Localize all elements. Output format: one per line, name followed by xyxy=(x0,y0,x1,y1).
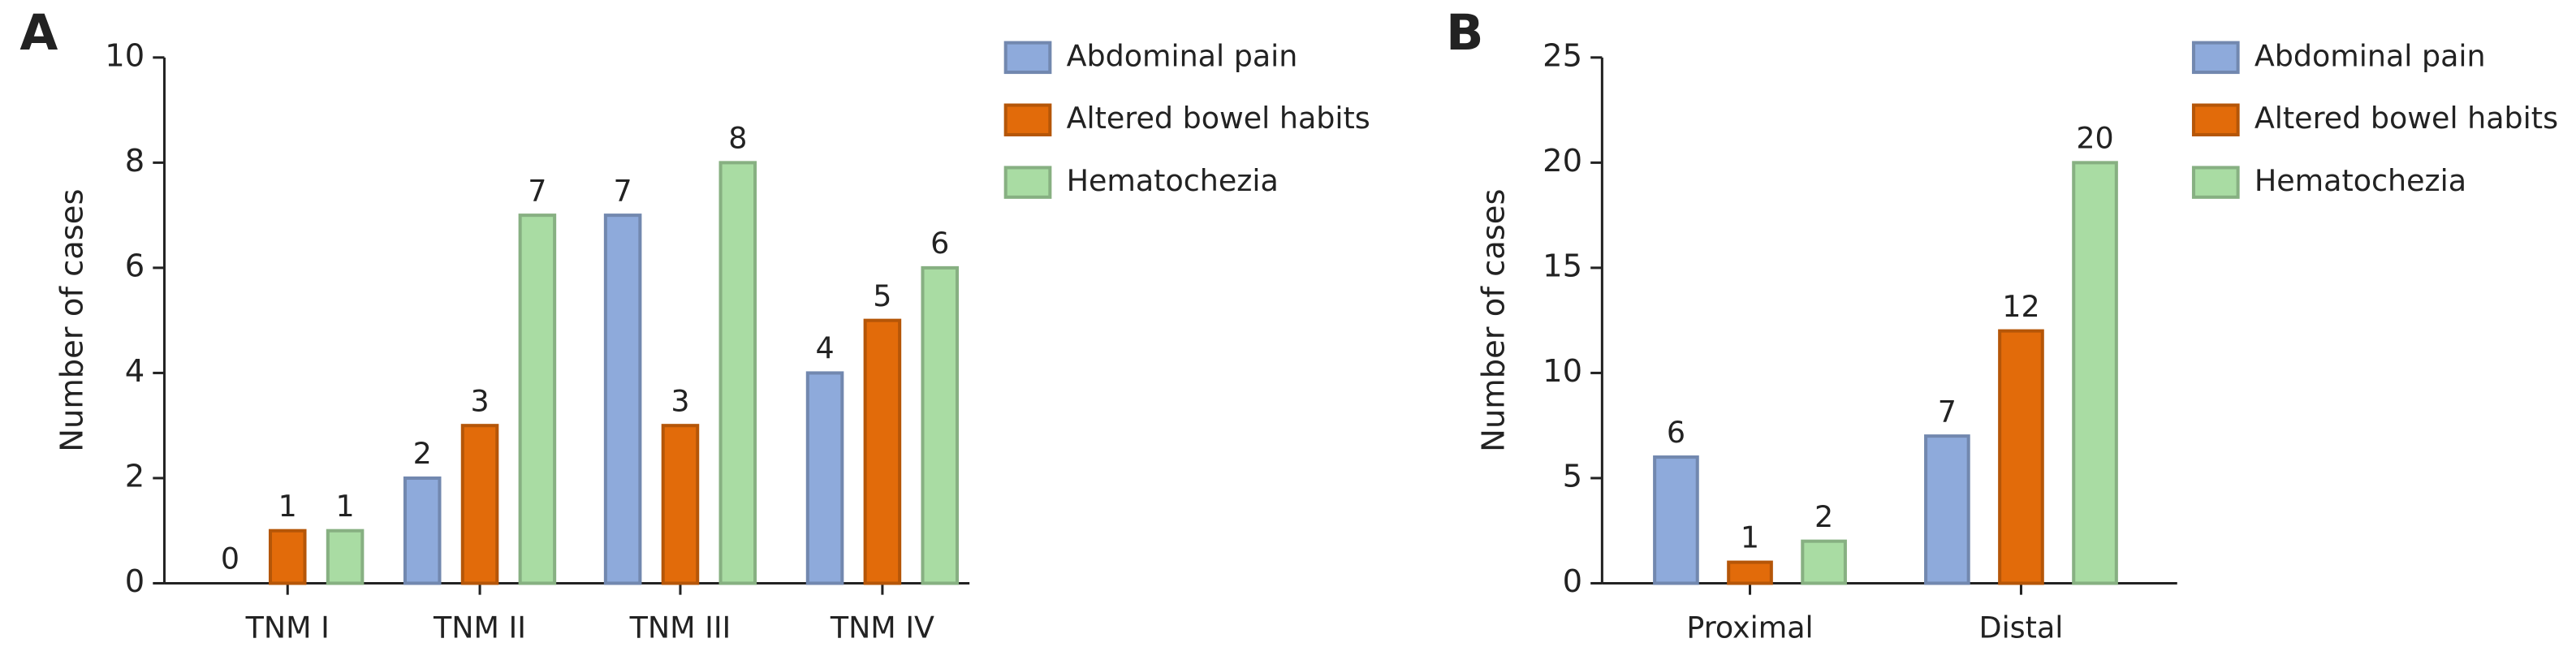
data-label: 4 xyxy=(815,331,834,366)
data-label: 2 xyxy=(413,436,432,471)
legend-swatch xyxy=(2191,103,2240,136)
x-tick-label: TNM III xyxy=(629,610,731,645)
x-tick-label: Distal xyxy=(1979,610,2064,645)
legend-label: Hematochezia xyxy=(1067,163,1279,198)
bar xyxy=(518,214,557,585)
x-tick-label: TNM IV xyxy=(830,610,934,645)
y-tick-label: 5 xyxy=(1563,458,1582,494)
panel-label: A xyxy=(19,5,58,62)
y-tick-label: 6 xyxy=(125,248,145,284)
data-label: 3 xyxy=(671,383,689,418)
x-tick-label: TNM II xyxy=(433,610,526,645)
data-label: 1 xyxy=(1741,520,1759,555)
bar xyxy=(403,476,442,585)
y-tick-label: 15 xyxy=(1543,248,1582,284)
bar xyxy=(805,371,844,585)
y-tick-label: 8 xyxy=(125,143,145,179)
panel-label: B xyxy=(1446,5,1483,62)
data-label: 7 xyxy=(1938,394,1957,429)
y-tick-label: 0 xyxy=(125,563,145,600)
y-tick-label: 10 xyxy=(1543,353,1582,390)
bar xyxy=(1653,455,1699,585)
y-tick-label: 10 xyxy=(105,37,145,74)
legend-swatch xyxy=(1003,166,1052,199)
data-label: 8 xyxy=(728,121,747,156)
y-tick-label: 25 xyxy=(1543,37,1582,74)
legend-label: Abdominal pain xyxy=(2255,38,2486,73)
y-axis-label: Number of cases xyxy=(54,189,91,452)
y-tick-label: 0 xyxy=(1563,563,1582,600)
legend-label: Hematochezia xyxy=(2255,163,2466,198)
bar xyxy=(603,214,642,585)
y-tick-label: 2 xyxy=(125,458,145,494)
bar xyxy=(460,424,499,585)
bar xyxy=(718,161,757,585)
bar xyxy=(326,528,365,585)
legend-swatch xyxy=(1003,41,1052,75)
data-label: 6 xyxy=(1667,415,1685,450)
data-label: 0 xyxy=(221,541,239,576)
legend-swatch xyxy=(1003,103,1052,136)
bar xyxy=(1801,539,1847,585)
data-label: 6 xyxy=(930,226,949,261)
bar xyxy=(1924,434,1970,585)
data-label: 12 xyxy=(2002,289,2039,324)
bar xyxy=(863,318,902,585)
x-tick-label: Proximal xyxy=(1686,610,1813,645)
legend-label: Altered bowel habits xyxy=(2255,101,2558,136)
data-label: 20 xyxy=(2076,121,2113,156)
data-label: 1 xyxy=(335,489,354,524)
data-label: 7 xyxy=(614,173,632,208)
data-label: 2 xyxy=(1814,499,1833,534)
legend-label: Abdominal pain xyxy=(1067,38,1298,73)
y-tick-label: 4 xyxy=(125,353,145,390)
y-axis-label: Number of cases xyxy=(1475,189,1512,452)
legend-swatch xyxy=(2191,166,2240,199)
y-tick-label: 20 xyxy=(1543,143,1582,179)
legend-swatch xyxy=(2191,41,2240,75)
data-label: 5 xyxy=(873,278,891,313)
data-label: 1 xyxy=(278,489,297,524)
bar xyxy=(268,528,307,585)
legend-label: Altered bowel habits xyxy=(1067,101,1370,136)
x-tick-label: TNM I xyxy=(245,610,330,645)
data-label: 7 xyxy=(528,173,546,208)
bar xyxy=(1727,560,1773,585)
bar xyxy=(921,265,960,585)
data-label: 3 xyxy=(470,383,489,418)
bar xyxy=(661,424,700,585)
bar xyxy=(2072,161,2118,585)
bar xyxy=(1998,329,2044,585)
